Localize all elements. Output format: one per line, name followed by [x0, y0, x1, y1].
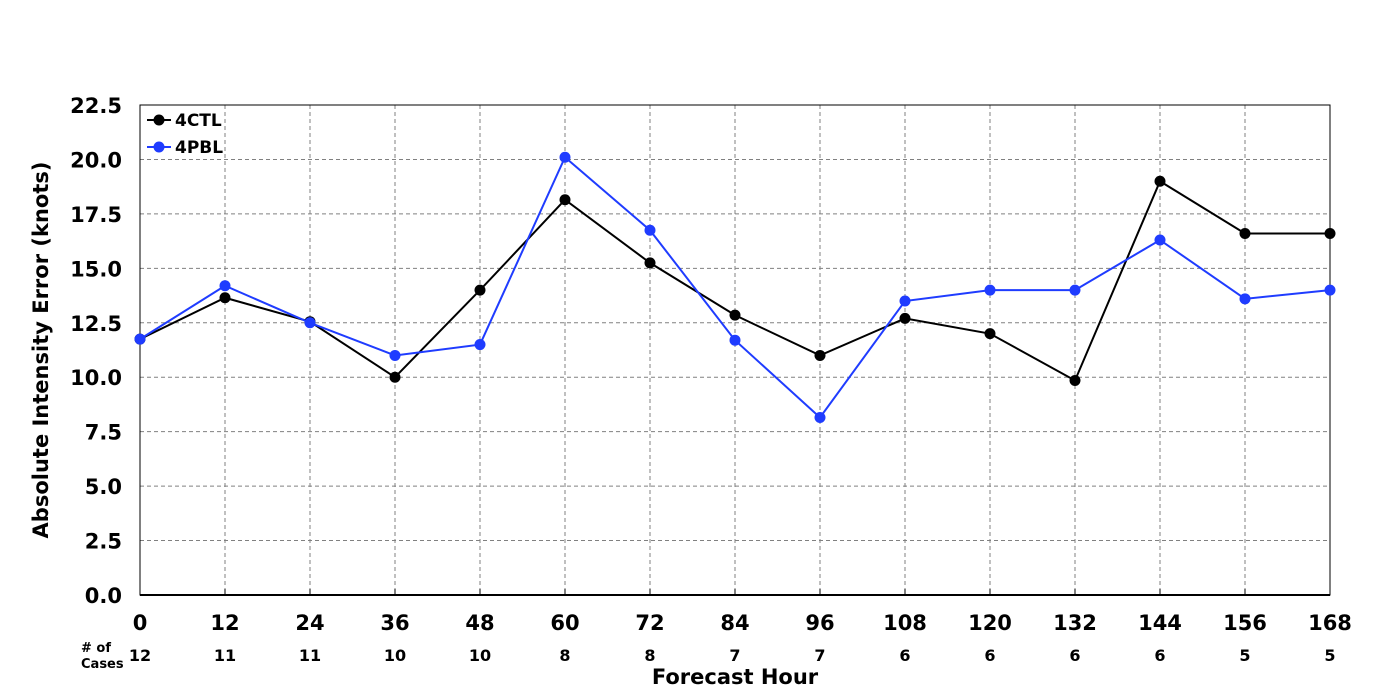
legend-marker — [153, 141, 165, 153]
data-point-4pbl — [729, 334, 741, 346]
data-point-4ctl — [814, 349, 826, 361]
x-tick-label: 168 — [1308, 611, 1352, 635]
data-point-4pbl — [1239, 293, 1251, 305]
x-tick-label: 120 — [968, 611, 1012, 635]
x-tick-label: 60 — [550, 611, 579, 635]
case-count-row: # of Cases 12 11 11 10 10 8 8 7 7 6 6 6 6 5 5 — [81, 641, 1336, 672]
x-tick-label: 0 — [133, 611, 148, 635]
case-count: 7 — [729, 646, 740, 665]
data-point-4pbl — [559, 151, 571, 163]
data-point-4pbl — [219, 280, 231, 292]
case-count: 7 — [814, 646, 825, 665]
data-point-4pbl — [1324, 284, 1336, 296]
y-tick-label: 15.0 — [70, 257, 122, 281]
grid-lines — [140, 105, 1330, 595]
data-point-4pbl — [984, 284, 996, 296]
data-point-4ctl — [474, 284, 486, 296]
data-series — [134, 151, 1336, 424]
data-point-4ctl — [1324, 227, 1336, 239]
legend-label: 4CTL — [175, 111, 222, 131]
x-tick-label: 72 — [635, 611, 664, 635]
case-count: 6 — [1154, 646, 1165, 665]
case-count: 8 — [559, 646, 570, 665]
case-count: 6 — [984, 646, 995, 665]
y-tick-label: 10.0 — [70, 366, 122, 390]
data-point-4ctl — [644, 257, 656, 269]
cases-label-line-2: Cases — [81, 657, 124, 672]
data-point-4ctl — [1154, 175, 1166, 187]
x-tick-label: 48 — [465, 611, 494, 635]
data-point-4pbl — [1154, 234, 1166, 246]
legend-label: 4PBL — [175, 138, 223, 158]
case-count: 6 — [1069, 646, 1080, 665]
x-tick-label: 24 — [295, 611, 324, 635]
data-point-4ctl — [1239, 227, 1251, 239]
case-count: 10 — [384, 646, 406, 665]
case-count: 11 — [299, 646, 321, 665]
data-point-4pbl — [134, 333, 146, 345]
data-point-4pbl — [474, 339, 486, 351]
data-point-4ctl — [899, 312, 911, 324]
y-tick-label: 2.5 — [85, 530, 122, 554]
y-axis-label: Absolute Intensity Error (knots) — [29, 162, 53, 539]
data-point-4ctl — [559, 194, 571, 206]
x-tick-label: 84 — [720, 611, 749, 635]
case-count: 8 — [644, 646, 655, 665]
x-tick-label: 144 — [1138, 611, 1182, 635]
data-point-4ctl — [729, 309, 741, 321]
data-point-4pbl — [304, 317, 316, 329]
x-axis-label: Forecast Hour — [652, 665, 819, 689]
legend-marker — [153, 114, 165, 126]
x-tick-label: 156 — [1223, 611, 1267, 635]
x-tick-label: 12 — [210, 611, 239, 635]
data-point-4pbl — [644, 224, 656, 236]
case-count: 5 — [1239, 646, 1250, 665]
y-tick-label: 5.0 — [85, 475, 122, 499]
y-tick-label: 17.5 — [70, 203, 122, 227]
y-tick-label: 0.0 — [85, 584, 122, 608]
x-tick-label: 36 — [380, 611, 409, 635]
y-tick-label: 20.0 — [70, 148, 122, 172]
case-count: 5 — [1324, 646, 1335, 665]
case-count: 11 — [214, 646, 236, 665]
legend: 4CTL 4PBL — [147, 111, 223, 158]
data-point-4ctl — [984, 328, 996, 340]
data-point-4pbl — [814, 412, 826, 424]
x-tick-label: 96 — [805, 611, 834, 635]
case-count: 6 — [899, 646, 910, 665]
data-point-4pbl — [389, 349, 401, 361]
y-tick-label: 7.5 — [85, 421, 122, 445]
data-point-4ctl — [389, 371, 401, 383]
case-count: 10 — [469, 646, 491, 665]
x-tick-labels: 0 12 24 36 48 60 72 84 96 108 120 132 144 156 168 — [133, 611, 1352, 635]
case-count: 12 — [129, 646, 151, 665]
data-point-4ctl — [1069, 374, 1081, 386]
y-tick-label: 22.5 — [70, 94, 122, 118]
data-point-4pbl — [1069, 284, 1081, 296]
cases-label-line-1: # of — [81, 641, 111, 656]
y-tick-labels: 0.0 2.5 5.0 7.5 10.0 12.5 15.0 17.5 20.0 22.5 — [70, 94, 122, 608]
data-point-4pbl — [899, 295, 911, 307]
y-tick-label: 12.5 — [70, 312, 122, 336]
x-tick-label: 132 — [1053, 611, 1097, 635]
x-tick-label: 108 — [883, 611, 927, 635]
data-point-4ctl — [219, 292, 231, 304]
